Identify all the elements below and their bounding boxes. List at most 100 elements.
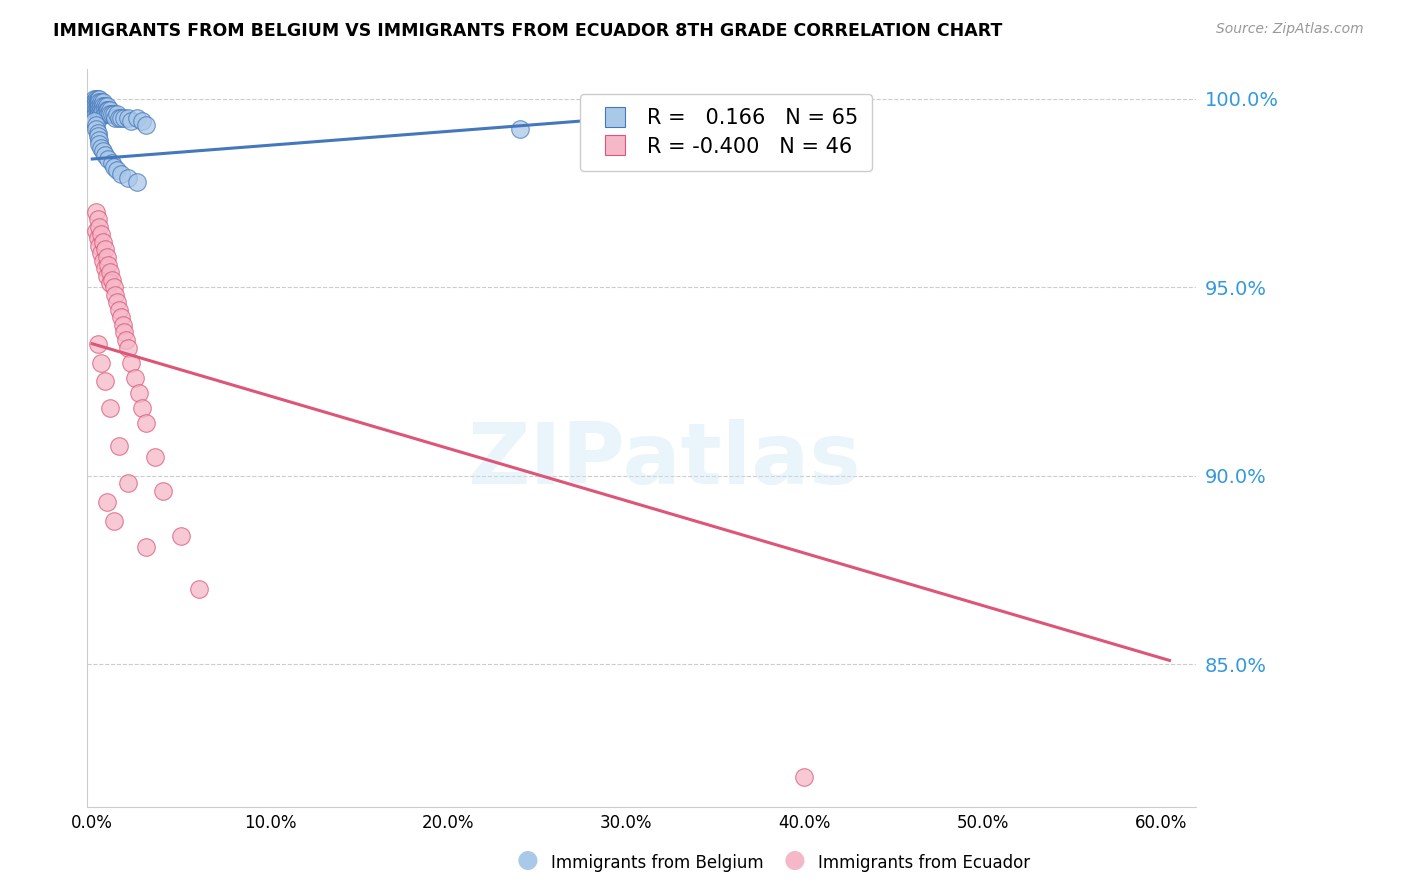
Point [83, 99, 105, 113]
Point [125, 175, 148, 189]
Point [90, 246, 112, 260]
Text: IMMIGRANTS FROM BELGIUM VS IMMIGRANTS FROM ECUADOR 8TH GRADE CORRELATION CHART: IMMIGRANTS FROM BELGIUM VS IMMIGRANTS FR… [53, 22, 1002, 40]
Point [91, 145, 114, 159]
Point [98, 103, 121, 117]
Point [84, 224, 107, 238]
Point [128, 385, 150, 400]
Point [89, 136, 111, 151]
Point [93, 103, 115, 117]
Point [84, 204, 107, 219]
Point [793, 770, 815, 784]
Point [104, 111, 127, 125]
Point [97, 152, 120, 166]
Text: Source: ZipAtlas.com: Source: ZipAtlas.com [1216, 22, 1364, 37]
Text: ZIPatlas: ZIPatlas [467, 418, 860, 501]
Point [97, 107, 120, 121]
Point [86, 129, 108, 144]
Point [90, 103, 112, 117]
Point [89, 92, 111, 106]
Point [101, 155, 124, 169]
Point [90, 99, 112, 113]
Point [86, 95, 108, 110]
Point [117, 170, 139, 185]
Point [84, 92, 107, 106]
Point [84, 107, 107, 121]
Point [96, 99, 118, 113]
Point [124, 370, 146, 384]
Point [93, 99, 115, 113]
Point [143, 450, 166, 464]
Point [170, 529, 193, 543]
Point [98, 401, 121, 415]
Point [90, 355, 112, 369]
Point [86, 92, 108, 106]
Point [131, 114, 153, 128]
Point [97, 103, 120, 117]
Point [103, 160, 125, 174]
Point [112, 326, 135, 340]
Point [108, 438, 131, 452]
Point [117, 341, 139, 355]
Point [84, 99, 107, 113]
Point [86, 231, 108, 245]
Point [84, 118, 107, 132]
Point [131, 401, 153, 415]
Legend: R =   0.166   N = 65, R = -0.400   N = 46: R = 0.166 N = 65, R = -0.400 N = 46 [579, 94, 872, 171]
Point [90, 227, 112, 242]
Point [115, 333, 138, 347]
Point [97, 258, 120, 272]
Point [96, 250, 118, 264]
Point [86, 99, 108, 113]
Point [83, 92, 105, 106]
Point [111, 318, 134, 332]
Point [86, 107, 108, 121]
Point [110, 111, 132, 125]
Point [120, 114, 142, 128]
Point [101, 107, 124, 121]
Text: Immigrants from Ecuador: Immigrants from Ecuador [818, 855, 1031, 872]
Point [84, 121, 107, 136]
Point [96, 495, 118, 509]
Point [104, 287, 127, 301]
Point [135, 416, 157, 430]
Point [120, 355, 142, 369]
Point [98, 265, 121, 279]
Point [96, 103, 118, 117]
Point [89, 103, 111, 117]
Point [83, 95, 105, 110]
Point [117, 111, 139, 125]
Point [89, 111, 111, 125]
Point [110, 310, 132, 325]
Point [89, 95, 111, 110]
Point [90, 107, 112, 121]
Point [89, 238, 111, 252]
Point [83, 114, 105, 128]
Point [103, 514, 125, 528]
Point [103, 107, 125, 121]
Point [86, 336, 108, 351]
Point [89, 219, 111, 234]
Point [86, 212, 108, 227]
Point [93, 148, 115, 162]
Point [135, 118, 157, 132]
Point [105, 163, 128, 178]
Point [91, 103, 114, 117]
Point [86, 126, 108, 140]
Point [84, 95, 107, 110]
Point [117, 476, 139, 491]
Point [93, 261, 115, 276]
Point [90, 95, 112, 110]
Point [91, 95, 114, 110]
Point [509, 121, 531, 136]
Point [110, 167, 132, 181]
Text: ●: ● [783, 848, 806, 872]
Point [152, 483, 174, 498]
Point [89, 133, 111, 147]
Point [112, 111, 135, 125]
Point [89, 99, 111, 113]
Point [89, 107, 111, 121]
Point [98, 277, 121, 291]
Point [93, 243, 115, 257]
Point [91, 99, 114, 113]
Point [108, 111, 131, 125]
